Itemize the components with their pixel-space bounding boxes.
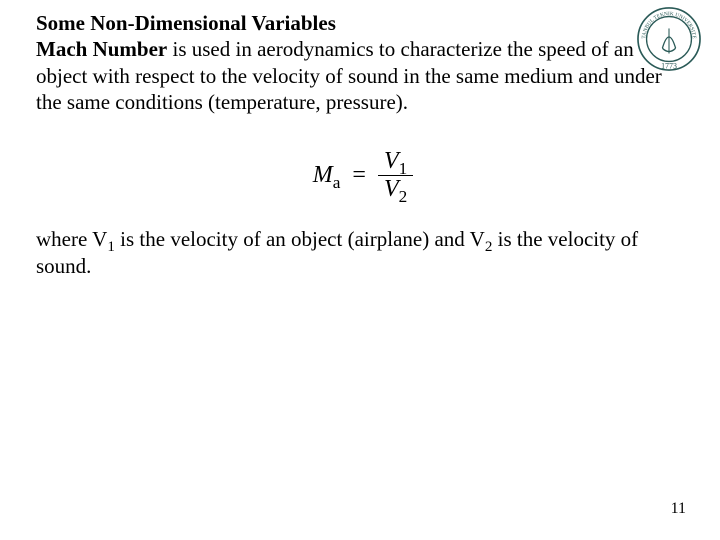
fraction-denominator: V2	[378, 176, 413, 202]
lhs-sub: a	[333, 173, 341, 192]
fraction-numerator: V1	[378, 149, 413, 176]
lhs-symbol: M	[313, 162, 333, 188]
para2-sub1: 1	[107, 240, 115, 256]
equals-sign: =	[352, 162, 366, 189]
paragraph-2: where V1 is the velocity of an object (a…	[36, 226, 690, 279]
page-number: 11	[671, 500, 686, 518]
mach-number-label: Mach Number	[36, 37, 167, 61]
svg-text:ISTANBUL TEKNIK UNIVERSITESI: ISTANBUL TEKNIK UNIVERSITESI	[636, 6, 697, 39]
equation-fraction: V1 V2	[378, 149, 413, 202]
numer-sub: 1	[399, 159, 408, 178]
equation-block: Ma = V1 V2	[36, 149, 690, 202]
denom-symbol: V	[384, 176, 399, 202]
equation-lhs: Ma	[313, 162, 341, 189]
itu-seal-icon: 1773 ISTANBUL TEKNIK UNIVERSITESI	[636, 6, 702, 72]
para2-prefix: where V	[36, 227, 107, 251]
paragraph-1: Some Non-Dimensional Variables Mach Numb…	[36, 10, 690, 115]
mach-equation: Ma = V1 V2	[313, 149, 414, 202]
section-title: Some Non-Dimensional Variables	[36, 11, 336, 35]
slide: 1773 ISTANBUL TEKNIK UNIVERSITESI Some N…	[0, 0, 720, 540]
numer-symbol: V	[384, 148, 399, 174]
denom-sub: 2	[399, 187, 408, 206]
para2-mid1: is the velocity of an object (airplane) …	[115, 227, 485, 251]
logo-year: 1773	[661, 62, 677, 71]
